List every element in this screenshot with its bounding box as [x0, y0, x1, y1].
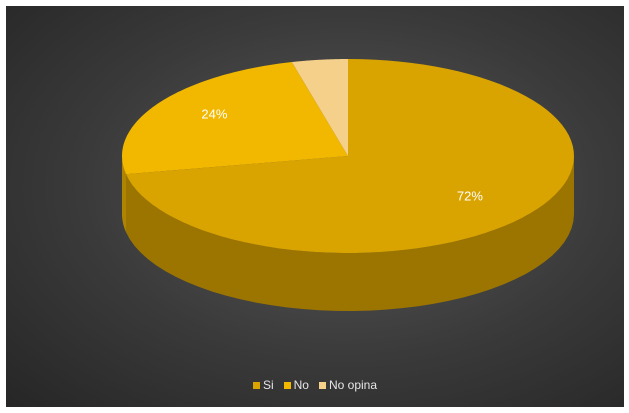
- chart-area: 72% 24% Si No No opina: [6, 6, 624, 407]
- pie-chart: 72% 24%: [122, 59, 574, 311]
- legend-item-no-opina: No opina: [318, 378, 378, 392]
- pie-slice-si: [126, 59, 574, 253]
- pie-side-si: [126, 156, 574, 311]
- legend-label-no-opina: No opina: [328, 378, 378, 392]
- legend-item-si: Si: [252, 378, 274, 392]
- legend-label-si: Si: [262, 378, 274, 392]
- legend-swatch-si: [252, 381, 260, 389]
- pie-slice-no-opina: [291, 59, 348, 156]
- legend-swatch-no: [283, 381, 291, 389]
- legend-label-no: No: [293, 378, 309, 392]
- data-label-no: 24%: [201, 107, 227, 122]
- pie-side-no: [122, 156, 127, 233]
- legend: Si No No opina: [6, 378, 624, 392]
- data-label-si: 72%: [457, 189, 483, 204]
- legend-item-no: No: [283, 378, 309, 392]
- legend-swatch-no-opina: [318, 381, 326, 389]
- pie-slice-no: [122, 62, 348, 175]
